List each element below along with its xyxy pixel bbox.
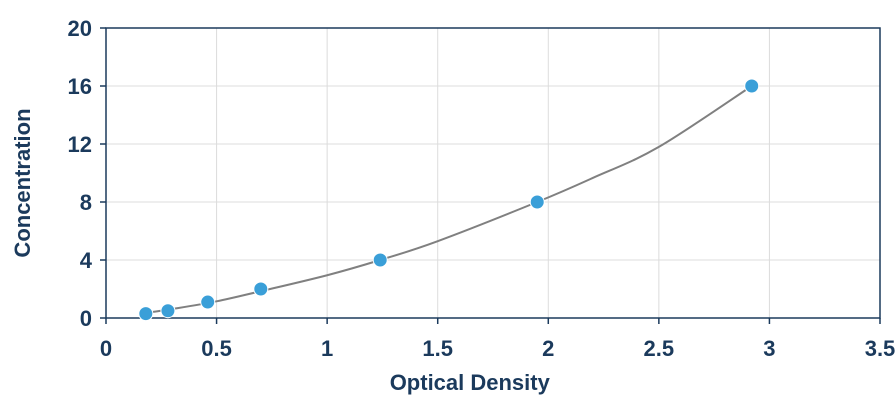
y-tick-label: 8 bbox=[80, 190, 92, 215]
y-tick-label: 16 bbox=[68, 74, 92, 99]
x-tick-label: 1 bbox=[321, 336, 333, 361]
fit-curve bbox=[145, 85, 753, 314]
y-tick-label: 4 bbox=[80, 248, 93, 273]
x-tick-label: 2 bbox=[542, 336, 554, 361]
x-axis-label: Optical Density bbox=[390, 370, 551, 395]
x-tick-label: 2.5 bbox=[644, 336, 675, 361]
y-tick-label: 0 bbox=[80, 306, 92, 331]
x-tick-label: 3.5 bbox=[865, 336, 896, 361]
y-tick-label: 12 bbox=[68, 132, 92, 157]
y-axis-ticks: 0 4 8 12 16 20 bbox=[68, 16, 106, 331]
fit-curve-layer bbox=[145, 85, 753, 314]
y-axis-label: Concentration bbox=[10, 108, 35, 257]
data-point bbox=[744, 78, 760, 94]
x-tick-label: 3 bbox=[763, 336, 775, 361]
data-point bbox=[160, 303, 176, 319]
grid bbox=[105, 27, 881, 319]
x-tick-label: 0.5 bbox=[201, 336, 232, 361]
data-point bbox=[529, 194, 545, 210]
y-tick-label: 20 bbox=[68, 16, 92, 41]
x-tick-label: 0 bbox=[100, 336, 112, 361]
data-point bbox=[138, 306, 154, 322]
data-point bbox=[200, 294, 216, 310]
data-point bbox=[372, 252, 388, 268]
data-point bbox=[253, 281, 269, 297]
data-points bbox=[138, 78, 760, 322]
x-tick-label: 1.5 bbox=[422, 336, 453, 361]
x-axis-ticks: 0 0.5 1 1.5 2 2.5 3 3.5 bbox=[100, 318, 895, 361]
plot-frame bbox=[105, 27, 881, 319]
